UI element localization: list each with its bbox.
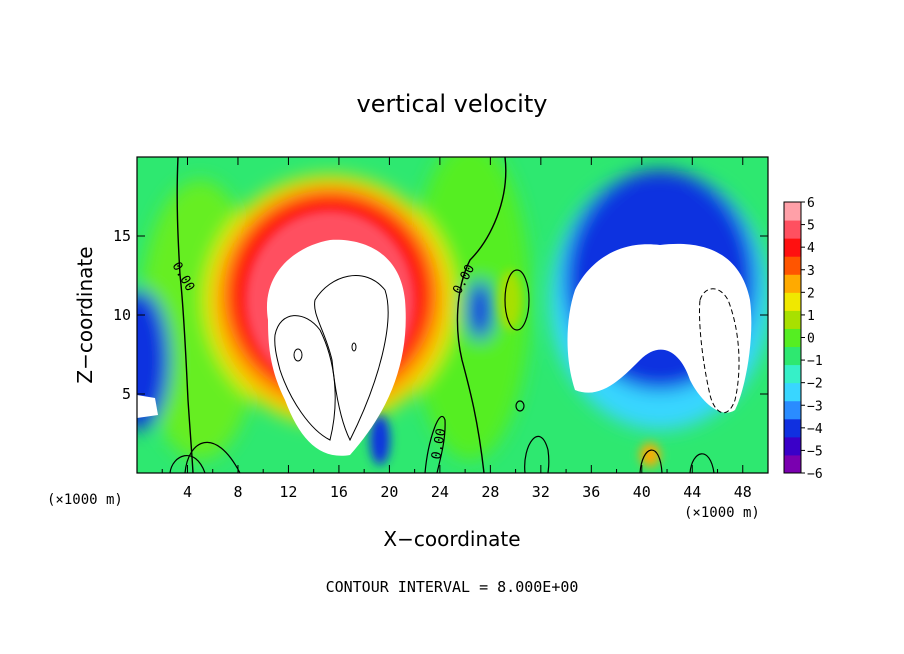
- y-tick-label: 10: [113, 306, 131, 324]
- x-tick-label: 36: [582, 483, 600, 501]
- x-tick-label: 48: [734, 483, 752, 501]
- contour-bottom-3: [524, 435, 550, 473]
- colorbar-segment: [784, 256, 801, 275]
- contour-bottom-6: [424, 415, 446, 473]
- x-tick-label: 20: [380, 483, 398, 501]
- colorbar-segment: [784, 238, 801, 257]
- colorbar-segment: [784, 274, 801, 293]
- contour-lines: [169, 157, 740, 473]
- x-unit-right: (×1000 m): [684, 505, 760, 521]
- contour-bottom-1: [169, 454, 206, 473]
- x-tick-label: 44: [683, 483, 701, 501]
- colorbar-segment: [784, 220, 801, 239]
- chart-title: vertical velocity: [357, 90, 548, 118]
- colorbar-segment: [784, 292, 801, 311]
- x-tick-label: 28: [481, 483, 499, 501]
- colorbar-tick-label: −3: [807, 399, 823, 414]
- colorbar: 6 5 4 3 2 1 0 −1 −2 −3 −4 −5 −6: [783, 196, 823, 482]
- x-tick-label: 4: [183, 483, 192, 501]
- contour-small-2: [351, 342, 357, 352]
- colorbar-tick-label: 6: [807, 196, 815, 211]
- colorbar-tick-label: 1: [807, 309, 815, 324]
- contour-bottom-2: [184, 441, 241, 473]
- contour-small-4: [515, 400, 525, 412]
- contour-interval-note: CONTOUR INTERVAL = 8.000E+00: [326, 578, 579, 596]
- contour-zero-mid: [456, 157, 507, 473]
- colorbar-segment: [784, 436, 801, 456]
- x-tick-label: 16: [330, 483, 348, 501]
- contour-dashed: [699, 288, 740, 413]
- colorbar-segment: [784, 346, 801, 366]
- contour-label: 0.00: [429, 427, 449, 460]
- colorbar-segment: [784, 400, 801, 420]
- colorbar-segment: [784, 418, 801, 438]
- heatmap-field: [137, 157, 768, 473]
- colorbar-tick-label: −4: [807, 422, 823, 437]
- colorbar-segment: [784, 310, 801, 329]
- y-tick-label: 5: [122, 385, 131, 403]
- contour-small-3: [504, 269, 530, 331]
- y-tick-label: 15: [113, 227, 131, 245]
- colorbar-tick-label: −1: [807, 354, 823, 369]
- x-unit-left: (×1000 m): [47, 492, 123, 508]
- colorbar-segment: [784, 454, 801, 474]
- y-axis: 5 10 15: [113, 227, 768, 403]
- contour-inner-1: [274, 315, 336, 441]
- x-tick-label: 12: [279, 483, 297, 501]
- colorbar-segment: [784, 202, 801, 221]
- colorbar-segment: [784, 328, 801, 348]
- colorbar-tick-label: 2: [807, 286, 815, 301]
- colorbar-tick-label: −6: [807, 467, 823, 482]
- colorbar-segment: [784, 364, 801, 384]
- contour-inner-2: [314, 275, 389, 442]
- x-tick-label: 8: [233, 483, 242, 501]
- colorbar-tick-label: −5: [807, 444, 823, 459]
- contour-zero-left: [176, 157, 194, 473]
- contour-bottom-5: [689, 453, 715, 473]
- colorbar-segment: [784, 382, 801, 402]
- x-tick-label: 24: [431, 483, 449, 501]
- colorbar-tick-label: 5: [807, 219, 815, 234]
- colorbar-tick-label: 4: [807, 241, 815, 256]
- colorbar-tick-label: −2: [807, 377, 823, 392]
- contour-bottom-4: [639, 449, 663, 473]
- colorbar-tick-label: 0: [807, 332, 815, 347]
- x-axis-label: X−coordinate: [383, 527, 520, 551]
- x-axis: 4 8 12 16 20 24 28 32 36 40 44 48: [161, 157, 752, 501]
- x-tick-label: 32: [532, 483, 550, 501]
- x-tick-label: 40: [633, 483, 651, 501]
- contour-small-1: [293, 348, 303, 362]
- y-axis-label: Z−coordinate: [73, 246, 97, 383]
- colorbar-tick-label: 3: [807, 264, 815, 279]
